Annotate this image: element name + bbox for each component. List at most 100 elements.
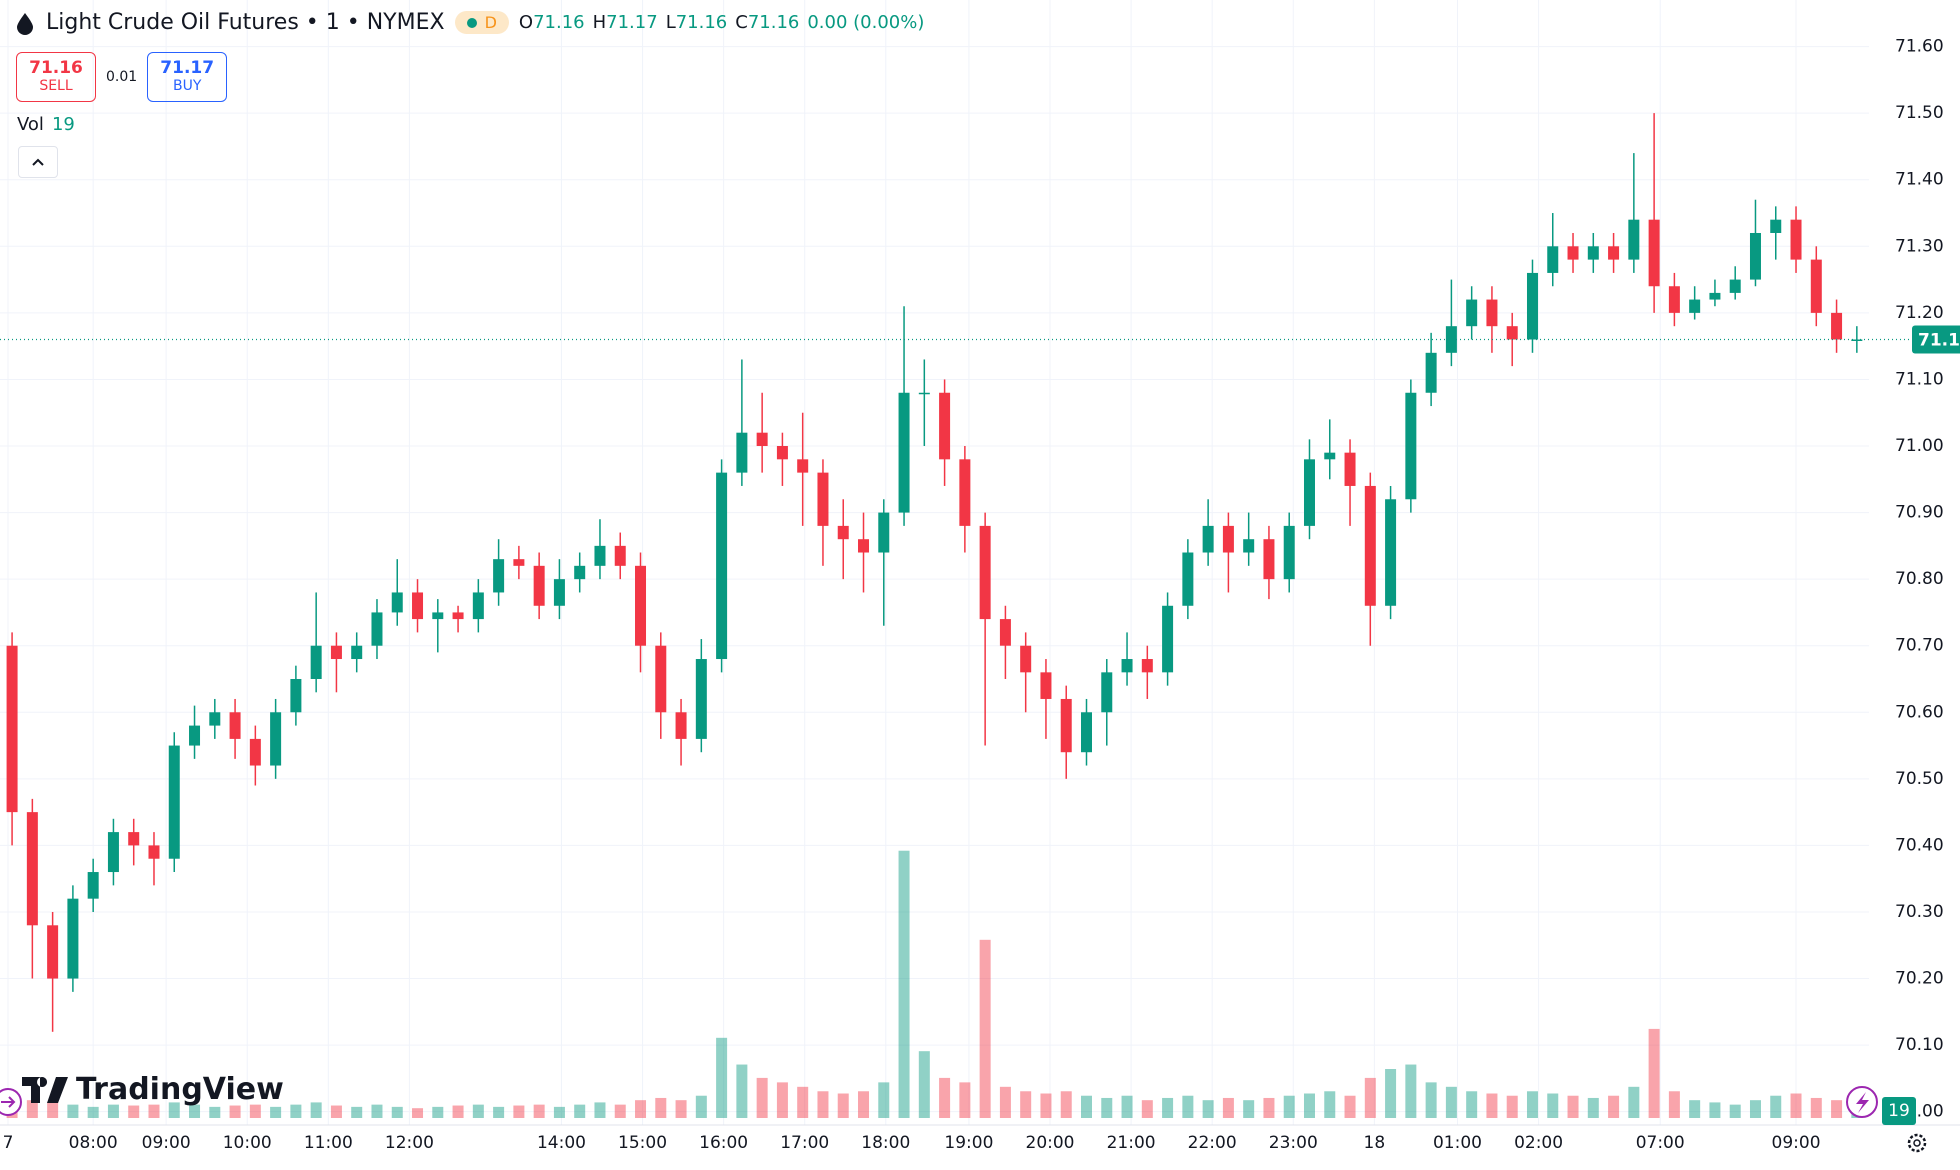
candle-body [1222, 525, 1234, 553]
ohlc-values: O71.16 H71.17 L71.16 C71.16 0.00 (0.00%) [519, 12, 924, 33]
candle-body [189, 725, 201, 746]
volume-bar [1547, 1093, 1559, 1118]
volume-bar [1162, 1097, 1174, 1118]
volume-bar [1668, 1091, 1680, 1118]
ohlc-value: 71.17 [606, 12, 658, 33]
candle-body [1324, 452, 1336, 460]
volume-bar [1101, 1097, 1113, 1118]
candle-body [594, 545, 606, 566]
volume-bar [47, 1102, 59, 1118]
market-status[interactable]: D [454, 11, 509, 34]
y-tick-label: 70.30 [1895, 902, 1944, 922]
brand-logo: TradingView [22, 1072, 284, 1107]
volume-bar [574, 1104, 586, 1118]
x-tick-label: 20:00 [1026, 1133, 1075, 1153]
ohlc-key: L [665, 12, 676, 33]
y-tick-label: 71.40 [1895, 170, 1944, 190]
candle-body [635, 565, 647, 646]
candle-body [756, 432, 768, 447]
y-tick-label: 70.50 [1895, 769, 1944, 789]
candle-body [1405, 392, 1417, 500]
volume-bar [1385, 1069, 1397, 1118]
volume-bar [1689, 1100, 1701, 1118]
candle-body [1263, 539, 1275, 580]
candle-body [695, 659, 707, 739]
ohlc-key: O [518, 12, 534, 33]
volume-bar [1567, 1095, 1579, 1118]
volume-bar [959, 1082, 971, 1118]
candle-body [959, 459, 971, 526]
volume-bar [310, 1102, 322, 1118]
candle-body [452, 612, 464, 620]
volume-bar [1364, 1077, 1376, 1118]
volume-bar [614, 1104, 626, 1118]
candle-body [1770, 219, 1782, 233]
candle-body [412, 592, 424, 620]
y-tick-label: 70.90 [1895, 503, 1944, 523]
x-tick-label: 02:00 [1514, 1133, 1563, 1153]
x-tick-label: 16:00 [699, 1133, 748, 1153]
candle-body [1243, 539, 1255, 553]
volume-legend: Vol 19 [17, 114, 75, 135]
x-tick-label: 09:00 [1772, 1133, 1821, 1153]
candle-body [1466, 299, 1478, 327]
volume-bar [797, 1086, 809, 1118]
volume-bar [26, 1100, 38, 1118]
candle-body [1040, 672, 1052, 699]
symbol-name[interactable]: Light Crude Oil Futures • 1 • NYMEX [46, 10, 445, 35]
x-tick-label: 17:00 [780, 1133, 829, 1153]
candle-body [6, 645, 18, 813]
buy-button[interactable]: 71.17 BUY [147, 52, 228, 102]
candle-body [128, 832, 140, 846]
candle-body [1526, 272, 1538, 340]
candle-body [1080, 712, 1092, 753]
candle-body [107, 832, 119, 873]
volume-bar [736, 1064, 748, 1118]
x-tick-label: 23:00 [1269, 1133, 1318, 1153]
candle-body [1141, 659, 1153, 673]
volume-bar [1425, 1082, 1437, 1118]
candle-body [391, 592, 403, 613]
volume-bar [209, 1106, 221, 1118]
sell-button[interactable]: 71.16 SELL [16, 52, 96, 102]
y-tick-label: 71.30 [1895, 236, 1944, 256]
volume-bar [1080, 1095, 1092, 1118]
candle-body [26, 812, 38, 926]
candle-body [209, 712, 221, 726]
ohlc-value: 71.16 [747, 12, 800, 33]
candle-body [1425, 352, 1437, 393]
volume-bar [635, 1100, 647, 1118]
x-tick-label: 19:00 [944, 1133, 993, 1153]
ohlc-key: H [592, 12, 607, 33]
volume-bar [87, 1106, 99, 1118]
volume-bar [1466, 1091, 1478, 1118]
volume-bar [290, 1104, 302, 1118]
x-tick-label: 11:00 [304, 1133, 353, 1153]
candle-body [351, 645, 363, 660]
y-tick-label: 70.60 [1895, 702, 1944, 722]
volume-bar [351, 1106, 363, 1118]
x-tick-label: 18:00 [861, 1133, 910, 1153]
y-tick-label: 70.70 [1895, 636, 1944, 656]
candle-body [87, 872, 99, 899]
candle-body [817, 472, 829, 526]
candle-body [513, 559, 525, 566]
x-tick-label: 10:00 [223, 1133, 272, 1153]
volume-bar [168, 1102, 180, 1118]
collapse-button[interactable] [18, 146, 58, 178]
y-tick-label: 71.00 [1895, 436, 1944, 456]
y-tick-label: 71.10 [1895, 369, 1944, 389]
candle-body [1749, 232, 1761, 280]
y-tick-label: 70.10 [1895, 1035, 1944, 1055]
x-tick-label: 12:00 [385, 1133, 434, 1153]
x-tick-label: 15:00 [618, 1133, 667, 1153]
candle-body [1790, 219, 1802, 260]
volume-bar [452, 1105, 464, 1118]
last-price-label: 71.16 [1918, 330, 1960, 350]
vol-value: 19 [51, 114, 75, 135]
volume-bar [330, 1105, 342, 1118]
volume-bar [1628, 1086, 1640, 1118]
volume-bar [594, 1102, 606, 1118]
candle-body [1364, 485, 1376, 606]
candle-body [797, 459, 809, 473]
